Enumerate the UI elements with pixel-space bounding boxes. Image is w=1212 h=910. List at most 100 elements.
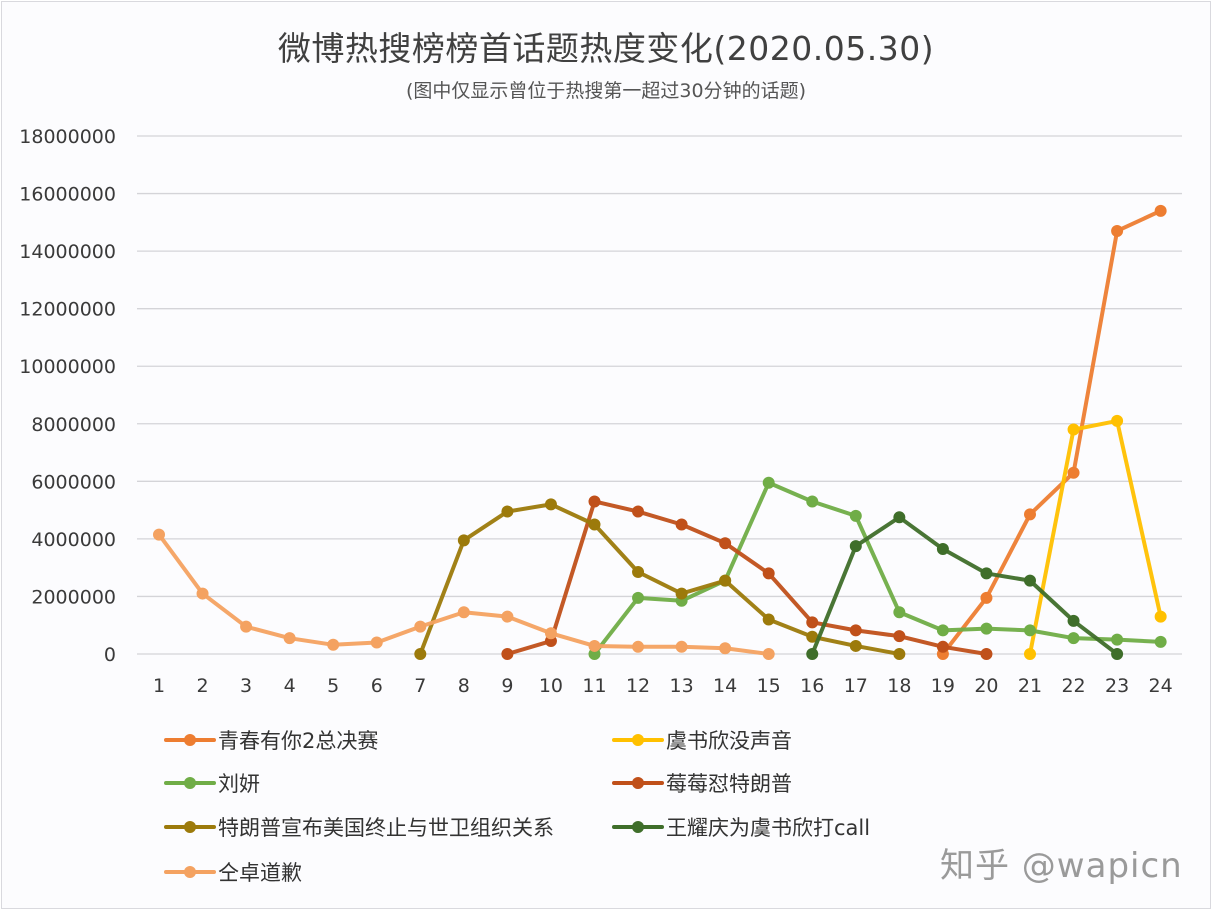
data-point-marker-icon [588, 518, 601, 531]
x-axis-tick-label: 19 [931, 675, 955, 697]
y-axis-tick-label: 18000000 [19, 126, 116, 148]
data-point-marker-icon [632, 640, 645, 653]
data-point-marker-icon [1067, 466, 1080, 479]
y-axis-tick-label: 10000000 [19, 356, 116, 378]
legend-item-liuyan: 刘妍 [162, 768, 260, 798]
y-axis-tick-label: 14000000 [19, 241, 116, 263]
data-point-marker-icon [544, 498, 557, 511]
y-axis-tick-label: 8000000 [31, 414, 116, 436]
data-point-marker-icon [806, 616, 819, 629]
data-point-marker-icon [936, 542, 949, 555]
legend-line-marker-icon [610, 725, 666, 755]
data-point-marker-icon [414, 620, 427, 633]
legend-item-yushuxin: 虞书欣没声音 [610, 725, 792, 755]
data-point-marker-icon [893, 630, 906, 643]
data-point-marker-icon [544, 627, 557, 640]
y-axis-tick-label: 2000000 [31, 586, 116, 608]
data-point-marker-icon [893, 606, 906, 619]
legend-line-marker-icon [162, 768, 218, 798]
chart-title: 微博热搜榜榜首话题热度变化(2020.05.30) [277, 29, 935, 68]
legend-label: 莓莓怼特朗普 [666, 772, 792, 796]
data-point-marker-icon [1067, 423, 1080, 436]
data-point-marker-icon [719, 574, 732, 587]
data-point-marker-icon [1154, 610, 1167, 623]
y-axis-tick-label: 0 [104, 644, 116, 666]
legend-label: 青春有你2总决赛 [218, 729, 379, 753]
series-line [1024, 414, 1167, 660]
legend-line-marker-icon [610, 768, 666, 798]
x-axis-tick-label: 24 [1149, 675, 1173, 697]
x-axis-tick-label: 12 [626, 675, 650, 697]
x-axis-tick-label: 7 [414, 675, 426, 697]
x-axis-tick-label: 17 [844, 675, 868, 697]
x-axis-tick-label: 23 [1105, 675, 1129, 697]
legend-item-trump-who: 特朗普宣布美国终止与世卫组织关系 [162, 812, 554, 842]
x-axis-tick-label: 3 [240, 675, 252, 697]
data-point-marker-icon [588, 639, 601, 652]
x-axis-tick-label: 2 [197, 675, 209, 697]
data-point-marker-icon [153, 528, 165, 541]
legend-label: 特朗普宣布美国终止与世卫组织关系 [218, 816, 554, 840]
data-point-marker-icon [936, 624, 949, 637]
data-point-marker-icon [806, 648, 819, 660]
data-point-marker-icon [501, 648, 514, 660]
x-axis-tick-label: 20 [974, 675, 998, 697]
data-point-marker-icon [1024, 508, 1036, 521]
data-point-marker-icon [1024, 574, 1036, 587]
data-point-marker-icon [893, 511, 906, 524]
data-point-marker-icon [1067, 614, 1080, 627]
legend-line-marker-icon [162, 812, 218, 842]
data-point-marker-icon [1154, 635, 1167, 648]
data-point-marker-icon [980, 591, 993, 604]
x-axis-tick-label: 18 [887, 675, 911, 697]
data-point-marker-icon [849, 639, 862, 652]
x-axis-tick-label: 10 [539, 675, 563, 697]
data-point-marker-icon [806, 495, 819, 508]
series-line [501, 495, 993, 660]
data-point-marker-icon [632, 505, 645, 518]
data-point-marker-icon [1111, 648, 1124, 660]
data-point-marker-icon [762, 613, 775, 626]
data-point-marker-icon [719, 537, 732, 550]
data-point-marker-icon [719, 642, 732, 655]
data-point-marker-icon [588, 495, 601, 508]
data-point-marker-icon [327, 638, 340, 651]
x-axis-tick-label: 22 [1061, 675, 1085, 697]
data-point-marker-icon [240, 620, 253, 633]
data-point-marker-icon [980, 622, 993, 635]
data-point-marker-icon [457, 606, 470, 619]
chart-subtitle: (图中仅显示曾位于热搜第一超过30分钟的话题) [405, 80, 806, 102]
legend-label: 刘妍 [218, 772, 260, 796]
legend-line-marker-icon [610, 812, 666, 842]
series-line [153, 528, 775, 660]
series-line [806, 511, 1124, 660]
series-line [414, 498, 906, 660]
data-point-marker-icon [762, 567, 775, 580]
data-point-marker-icon [1111, 633, 1124, 646]
data-point-marker-icon [370, 636, 383, 649]
data-point-marker-icon [1067, 632, 1080, 645]
legend-label: 仝卓道歉 [218, 861, 302, 885]
legend-item-meimei: 莓莓怼特朗普 [610, 768, 792, 798]
data-point-marker-icon [1111, 414, 1124, 427]
legend-line-marker-icon [162, 857, 218, 887]
x-axis-tick-label: 11 [582, 675, 606, 697]
legend-label: 虞书欣没声音 [666, 729, 792, 753]
data-point-marker-icon [675, 640, 688, 653]
x-axis-tick-label: 6 [371, 675, 383, 697]
x-axis-tick-label: 4 [284, 675, 296, 697]
x-axis-tick-label: 9 [501, 675, 513, 697]
data-point-marker-icon [980, 648, 993, 660]
y-axis-tick-label: 12000000 [19, 299, 116, 321]
legend-item-tongzhuo: 仝卓道歉 [162, 857, 302, 887]
data-point-marker-icon [1154, 204, 1167, 217]
data-point-marker-icon [632, 565, 645, 578]
data-point-marker-icon [632, 591, 645, 604]
x-axis-tick-label: 5 [327, 675, 339, 697]
x-axis-tick-label: 1 [153, 675, 165, 697]
data-point-marker-icon [501, 610, 514, 623]
data-point-marker-icon [196, 587, 209, 600]
legend-label: 王耀庆为虞书欣打call [666, 816, 871, 840]
data-point-marker-icon [675, 518, 688, 531]
